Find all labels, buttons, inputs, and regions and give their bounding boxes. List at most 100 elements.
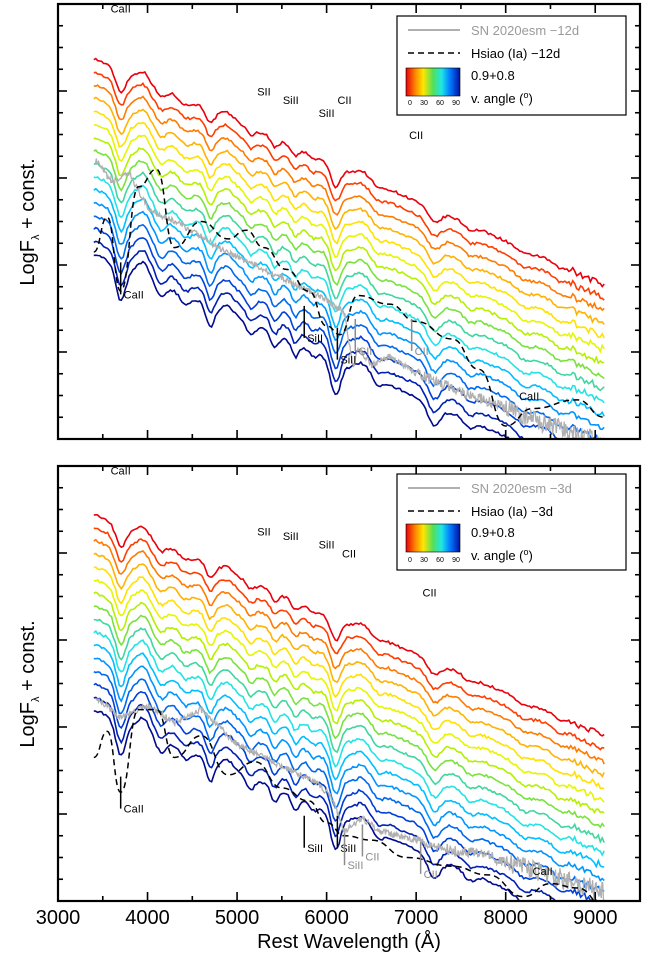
top-legend-angle-label: v. angle (o)	[471, 90, 533, 106]
top-line-label-5: CII	[409, 130, 423, 142]
top-axis-ticks	[57, 3, 641, 440]
bottom-model-spectrum-1	[93, 527, 605, 751]
bottom-line-label-12: CaII	[533, 866, 553, 878]
top-model-spectrum-4	[93, 110, 605, 339]
x-tick-labels: 3000 4000 5000 6000 7000 8000 9000	[36, 907, 618, 929]
x-tick-label-5000: 5000	[215, 907, 260, 929]
bottom-model-spectrum-7	[93, 605, 605, 829]
top-model-spectrum-1	[93, 71, 605, 301]
top-line-label-9: CII	[358, 346, 372, 358]
bottom-model-spectrum-2	[93, 538, 605, 765]
bottom-line-label-6: CaII	[124, 804, 144, 816]
top-legend: SN 2020esm −12d Hsiao (Ia) −12d 0 30 60 …	[396, 15, 627, 116]
bottom-y-axis-label: LogFλ + const.	[17, 620, 42, 747]
bottom-model-spectrum-15	[93, 710, 521, 901]
top-model-spectrum-5	[93, 124, 605, 354]
bottom-model-spectrum-12	[93, 670, 605, 893]
top-legend-template-label: Hsiao (Ia) −12d	[471, 46, 560, 61]
top-template-spectrum	[93, 168, 605, 427]
bottom-line-label-11: CII	[424, 869, 438, 881]
top-model-spectrum-12	[93, 215, 602, 439]
top-line-label-1: SII	[257, 86, 270, 98]
bottom-line-label-8: SiII	[340, 843, 356, 855]
bottom-model-spectrum-6	[93, 591, 605, 814]
top-colorbar-tick-60: 60	[436, 100, 444, 107]
x-tick-label-7000: 7000	[394, 907, 439, 929]
bottom-colorbar-tick-60: 60	[436, 557, 444, 564]
top-line-label-11: CaII	[519, 391, 539, 403]
x-axis-label: Rest Wavelength (Å)	[257, 930, 441, 953]
top-plot-area	[93, 57, 605, 439]
x-tick-label-8000: 8000	[483, 907, 528, 929]
top-model-spectrum-15	[93, 254, 511, 439]
top-model-spectrum-6	[93, 137, 605, 365]
top-observed-spectrum	[94, 158, 605, 439]
bottom-line-label-2: SiII	[283, 531, 299, 543]
top-colorbar-tick-0: 0	[408, 100, 412, 107]
bottom-line-label-7: SiII	[307, 843, 323, 855]
bottom-legend-box	[396, 473, 627, 571]
top-model-spectrum-0	[93, 57, 605, 288]
top-model-spectrum-7	[93, 148, 605, 380]
top-model-spectrum-8	[93, 162, 605, 392]
bottom-line-label-5: CII	[423, 588, 437, 600]
bottom-model-spectrum-14	[93, 696, 571, 901]
bottom-legend-observed-label: SN 2020esm −3d	[471, 481, 572, 496]
bottom-colorbar-tick-0: 0	[408, 557, 412, 564]
top-colorbar-tick-90: 90	[452, 100, 460, 107]
bottom-model-spectrum-9	[93, 629, 605, 857]
bottom-colorbar-tick-90: 90	[452, 557, 460, 564]
top-model-spectrum-9	[93, 176, 605, 404]
top-line-label-7: SiII	[307, 333, 323, 345]
top-model-spectrum-3	[93, 96, 605, 325]
top-model-spectrum-2	[93, 84, 605, 312]
bottom-legend-template-label: Hsiao (Ia) −3d	[471, 504, 553, 519]
top-line-label-2: SiII	[283, 95, 299, 107]
bottom-line-label-10: CII	[365, 851, 379, 863]
bottom-line-label-0: CaII	[111, 466, 131, 478]
bottom-legend-colorbar	[405, 523, 461, 553]
bottom-line-label-1: SII	[257, 527, 270, 539]
top-line-label-8: SiII	[340, 355, 356, 367]
top-line-label-4: CII	[337, 95, 351, 107]
bottom-model-spectrum-10	[93, 644, 605, 869]
bottom-observed-spectrum	[95, 697, 605, 901]
bottom-line-label-9: SiII	[348, 860, 364, 872]
bottom-template-spectrum	[93, 708, 596, 901]
bottom-model-spectrum-4	[93, 566, 605, 790]
bottom-legend-angle-label: v. angle (o)	[471, 547, 533, 563]
top-model-spectrum-11	[93, 201, 605, 431]
x-tick-label-9000: 9000	[573, 907, 618, 929]
top-model-spectrum-10	[93, 187, 605, 417]
bottom-line-label-4: CII	[342, 548, 356, 560]
top-legend-model-label: 0.9+0.8	[471, 68, 515, 83]
bottom-model-spectrum-3	[93, 552, 605, 778]
bottom-model-spectrum-5	[93, 578, 605, 803]
bottom-model-spectrum-11	[93, 657, 605, 882]
bottom-model-spectrum-0	[93, 513, 605, 737]
top-model-spectrum-14	[93, 240, 544, 439]
bottom-colorbar-tick-30: 30	[420, 557, 428, 564]
top-legend-observed-label: SN 2020esm −12d	[471, 23, 579, 38]
bottom-model-spectrum-8	[93, 618, 605, 844]
bottom-line-label-3: SiII	[319, 540, 335, 552]
top-colorbar-tick-30: 30	[420, 100, 428, 107]
bottom-legend-model-label: 0.9+0.8	[471, 525, 515, 540]
bottom-model-spectrum-13	[93, 682, 603, 901]
bottom-legend: SN 2020esm −3d Hsiao (Ia) −3d 0 30 60 90…	[396, 473, 627, 571]
x-tick-label-4000: 4000	[125, 907, 170, 929]
top-line-label-10: CII	[415, 346, 429, 358]
top-y-axis-label: LogFλ + const.	[17, 158, 42, 285]
top-legend-box	[396, 15, 627, 116]
x-tick-label-3000: 3000	[36, 907, 81, 929]
bottom-plot-area	[93, 513, 605, 901]
top-legend-colorbar	[405, 67, 461, 97]
top-line-label-0: CaII	[111, 4, 131, 16]
x-tick-label-6000: 6000	[304, 907, 349, 929]
top-line-label-3: SiII	[319, 108, 335, 120]
